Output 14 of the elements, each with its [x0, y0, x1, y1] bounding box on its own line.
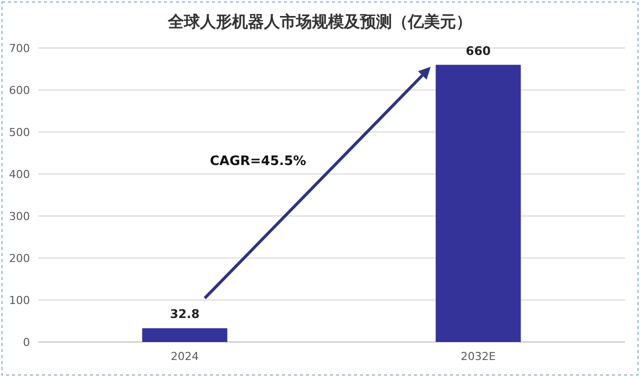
x-tick-label: 2024	[170, 350, 199, 363]
y-tick-label: 500	[9, 126, 30, 139]
annotation: CAGR=45.5%	[210, 154, 306, 169]
y-tick-label: 200	[9, 252, 30, 265]
y-tick-label: 600	[9, 84, 30, 97]
x-tick-label: 2032E	[460, 350, 496, 363]
y-tick-label: 400	[9, 168, 30, 181]
y-tick-label: 0	[23, 336, 30, 349]
y-tick-label: 300	[9, 210, 30, 223]
data-label: 660	[466, 44, 491, 58]
y-tick-label: 100	[9, 294, 30, 307]
chart-title: 全球人形机器人市场规模及预测（亿美元）	[167, 12, 472, 31]
y-tick-label: 700	[9, 42, 30, 55]
data-label: 32.8	[170, 307, 200, 322]
